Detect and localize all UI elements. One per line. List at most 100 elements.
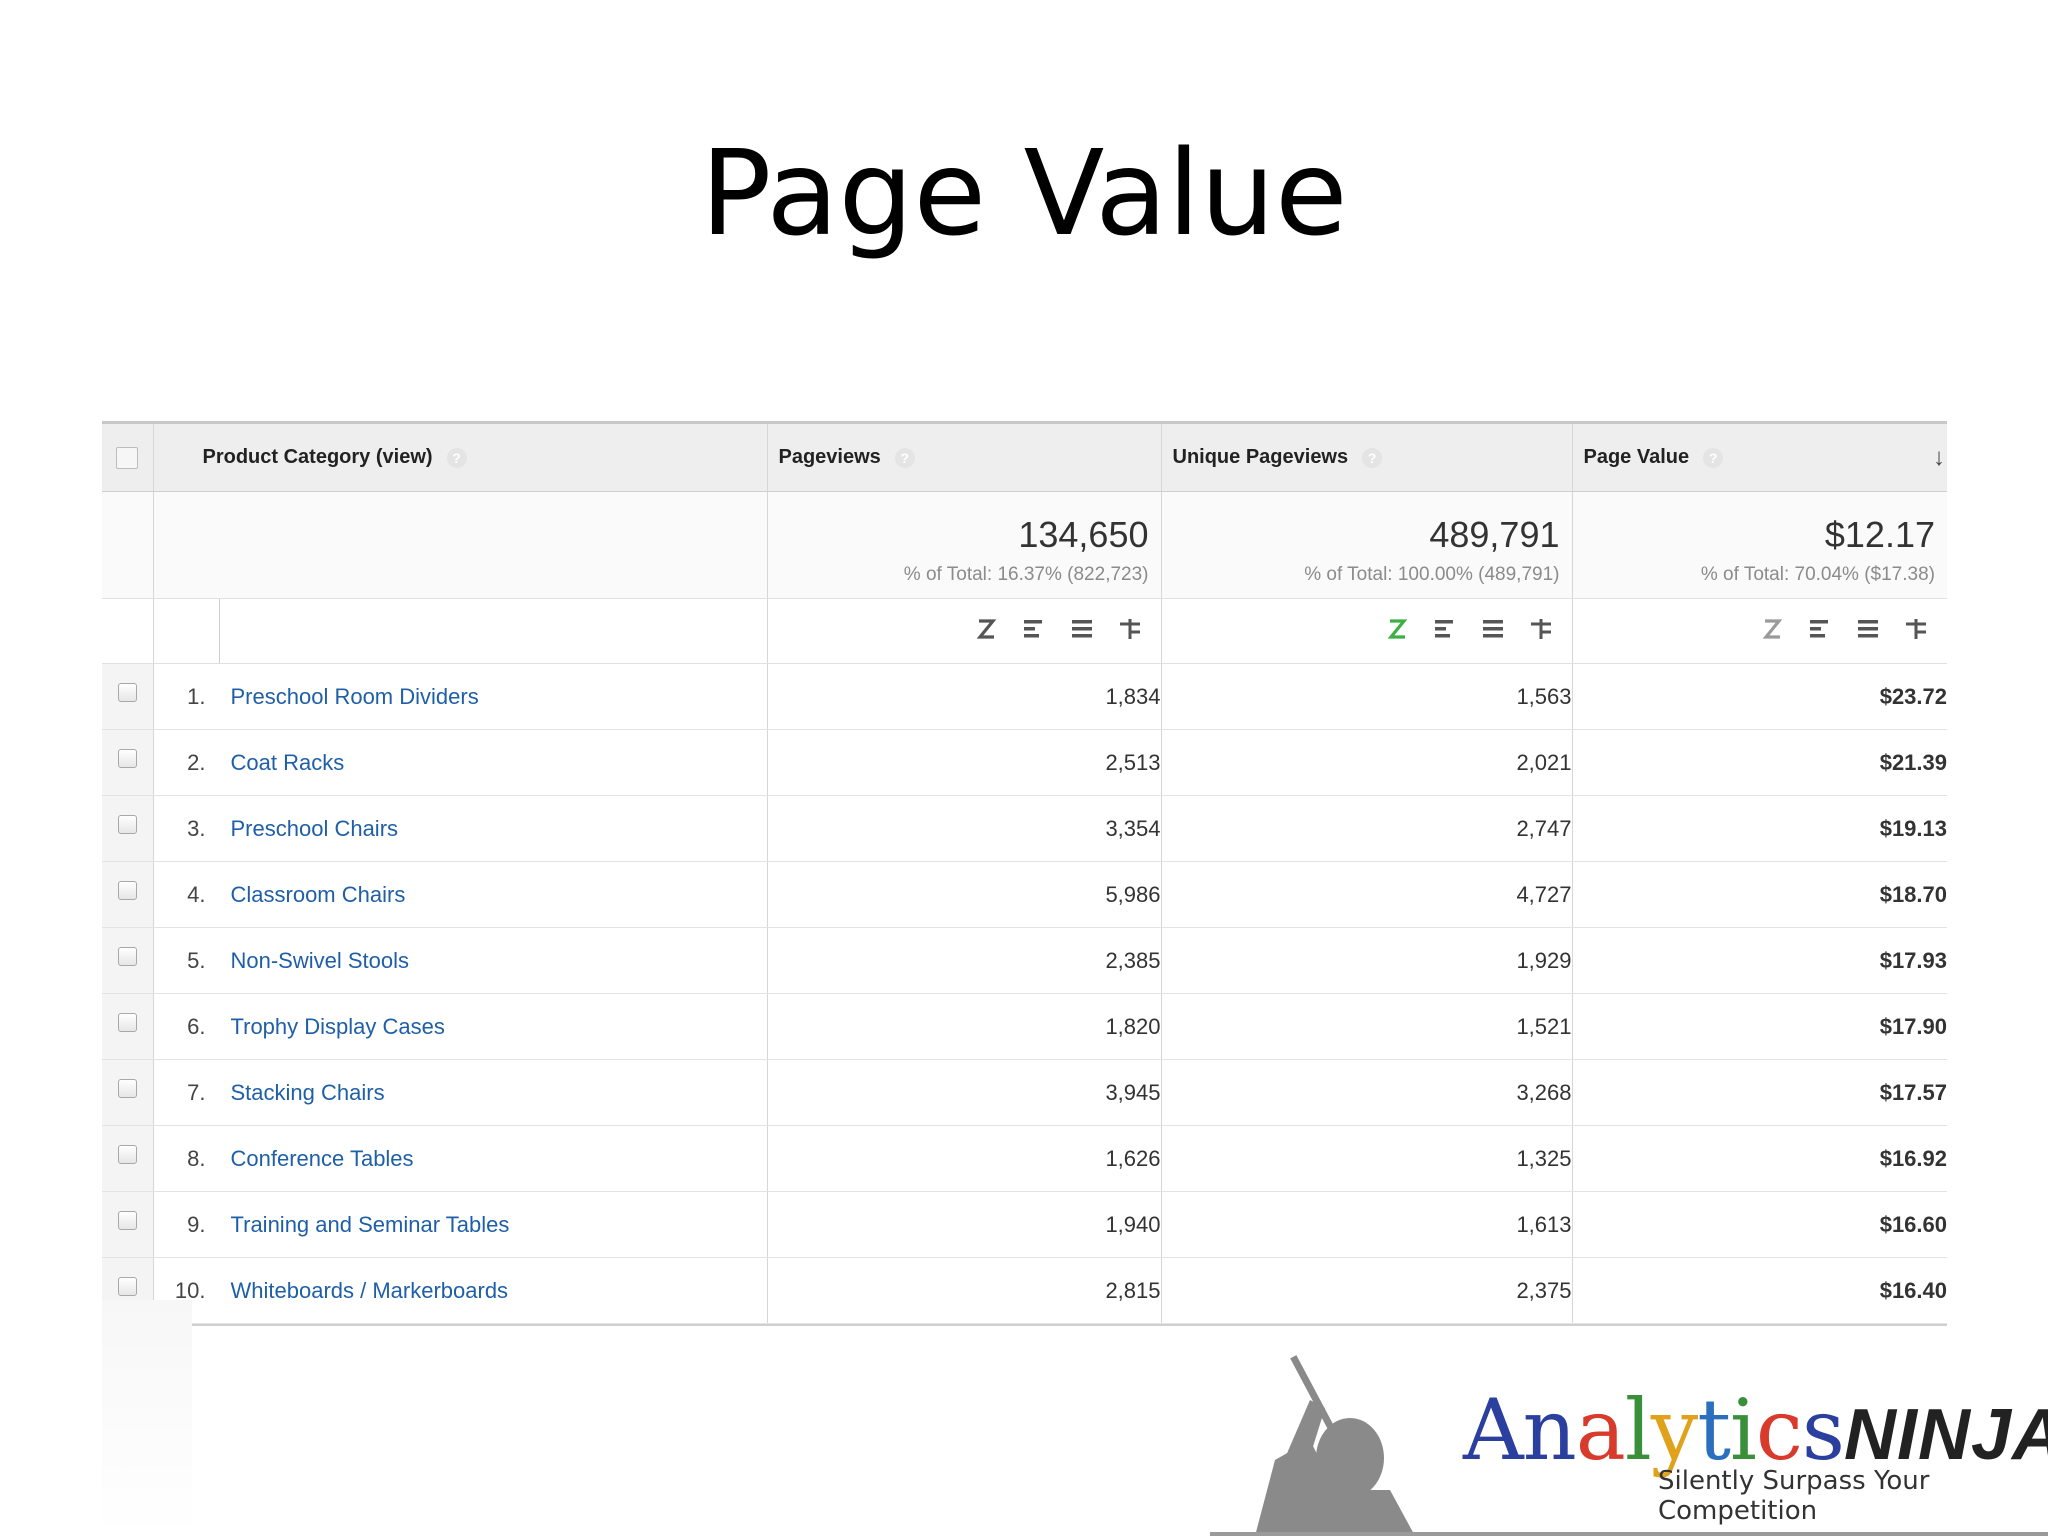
bar-chart-icon[interactable]	[1807, 616, 1833, 647]
help-icon[interactable]: ?	[1362, 447, 1383, 468]
category-link[interactable]: Classroom Chairs	[230, 881, 406, 907]
unique-pageviews-cell: 1,325	[1161, 1125, 1573, 1192]
table-row: 1. Preschool Room Dividers 1,834 1,563 $23.7…	[102, 663, 1947, 730]
row-checkbox[interactable]	[117, 815, 137, 834]
dimension-cell: 3. Preschool Chairs	[153, 795, 768, 862]
row-checkbox-cell	[102, 1125, 154, 1192]
row-rank: 10.	[174, 1277, 206, 1303]
row-rank: 1.	[187, 683, 206, 709]
table-row: 3. Preschool Chairs 3,354 2,747 $19.13	[102, 795, 1947, 862]
table-row: 7. Stacking Chairs 3,945 3,268 $17.57	[102, 1059, 1947, 1126]
pageviews-cell: 2,513	[767, 729, 1162, 796]
category-link[interactable]: Preschool Chairs	[230, 815, 399, 841]
category-link[interactable]: Preschool Room Dividers	[230, 683, 479, 709]
row-checkbox[interactable]	[117, 749, 137, 768]
select-all-checkbox[interactable]	[116, 446, 139, 469]
total-page-value-percent: % of Total: 70.04% ($17.38)	[1700, 564, 1935, 585]
row-rank: 4.	[187, 881, 206, 907]
comparison-icon[interactable]	[1759, 616, 1785, 647]
page-value-cell: $19.13	[1572, 795, 1947, 862]
category-link[interactable]: Stacking Chairs	[230, 1079, 385, 1105]
totals-spacer	[102, 491, 154, 599]
row-rank: 2.	[187, 749, 206, 775]
dimension-cell: 1. Preschool Room Dividers	[153, 663, 768, 730]
pivot-icon[interactable]	[1117, 616, 1143, 647]
help-icon[interactable]: ?	[1703, 447, 1724, 468]
performance-icon[interactable]	[1855, 616, 1881, 647]
unique-pageviews-cell: 2,375	[1161, 1257, 1573, 1324]
row-rank: 6.	[187, 1013, 206, 1039]
pageviews-cell: 3,945	[767, 1059, 1162, 1126]
comparison-icon[interactable]	[1384, 616, 1410, 647]
pageviews-cell: 2,385	[767, 927, 1162, 994]
unique-pageviews-cell: 3,268	[1161, 1059, 1573, 1126]
table-row: 4. Classroom Chairs 5,986 4,727 $18.70	[102, 861, 1947, 928]
sort-descending-icon[interactable]: ↓	[1933, 444, 1945, 471]
row-checkbox[interactable]	[117, 1277, 137, 1296]
header-unique-pageviews[interactable]: Unique Pageviews ?	[1161, 424, 1573, 492]
pivot-icon[interactable]	[1528, 616, 1554, 647]
row-checkbox-cell	[102, 663, 154, 730]
data-table: Product Category (view) ? Pageviews ? Un…	[102, 424, 1947, 1324]
table-row: 5. Non-Swivel Stools 2,385 1,929 $17.93	[102, 927, 1947, 994]
totals-dimension-spacer	[153, 491, 768, 599]
table-row: 6. Trophy Display Cases 1,820 1,521 $17.90	[102, 993, 1947, 1060]
performance-icon[interactable]	[1069, 616, 1095, 647]
row-checkbox-cell	[102, 795, 154, 862]
category-link[interactable]: Trophy Display Cases	[230, 1013, 445, 1039]
header-page-value[interactable]: Page Value ? ↓	[1572, 424, 1947, 492]
category-link[interactable]: Non-Swivel Stools	[230, 947, 410, 973]
pageviews-cell: 1,940	[767, 1191, 1162, 1258]
row-checkbox[interactable]	[117, 683, 137, 702]
total-page-value-value: $12.17	[1824, 514, 1935, 555]
viz-unique-pageviews	[1161, 598, 1573, 664]
header-pageviews[interactable]: Pageviews ?	[767, 424, 1162, 492]
row-checkbox[interactable]	[117, 881, 137, 900]
row-checkbox-cell	[102, 993, 154, 1060]
row-checkbox-cell	[102, 1059, 154, 1126]
visualization-row	[102, 598, 1947, 664]
dimension-cell: 6. Trophy Display Cases	[153, 993, 768, 1060]
ninja-silhouette-logo	[1255, 1355, 1415, 1536]
row-checkbox[interactable]	[117, 1013, 137, 1032]
totals-pageviews: 134,650 % of Total: 16.37% (822,723)	[767, 491, 1162, 599]
category-link[interactable]: Conference Tables	[230, 1145, 414, 1171]
table-row: 9. Training and Seminar Tables 1,940 1,613 $…	[102, 1191, 1947, 1258]
row-rank: 8.	[187, 1145, 206, 1171]
comparison-icon[interactable]	[973, 616, 999, 647]
unique-pageviews-cell: 1,521	[1161, 993, 1573, 1060]
help-icon[interactable]: ?	[894, 447, 915, 468]
row-checkbox[interactable]	[117, 947, 137, 966]
page-value-cell: $23.72	[1572, 663, 1947, 730]
logo-analytics-text: Analytics	[1463, 1381, 1845, 1479]
slide-title: Page Value	[700, 124, 1348, 262]
header-unique-pageviews-label: Unique Pageviews	[1172, 446, 1349, 468]
unique-pageviews-cell: 2,747	[1161, 795, 1573, 862]
row-checkbox[interactable]	[117, 1211, 137, 1230]
header-dimension[interactable]: Product Category (view) ?	[153, 424, 768, 492]
logo-tagline: Silently Surpass Your Competition	[1658, 1466, 1930, 1526]
total-pageviews-percent: % of Total: 16.37% (822,723)	[903, 564, 1149, 585]
dimension-cell: 4. Classroom Chairs	[153, 861, 768, 928]
performance-icon[interactable]	[1480, 616, 1506, 647]
bar-chart-icon[interactable]	[1021, 616, 1047, 647]
page-value-cell: $16.40	[1572, 1257, 1947, 1324]
category-link[interactable]: Whiteboards / Markerboards	[230, 1277, 509, 1303]
help-icon[interactable]: ?	[446, 447, 467, 468]
row-checkbox[interactable]	[117, 1145, 137, 1164]
bar-chart-icon[interactable]	[1432, 616, 1458, 647]
totals-row: 134,650 % of Total: 16.37% (822,723) 489…	[102, 491, 1947, 599]
category-link[interactable]: Training and Seminar Tables	[230, 1211, 510, 1237]
category-link[interactable]: Coat Racks	[230, 749, 345, 775]
row-checkbox[interactable]	[117, 1079, 137, 1098]
pageviews-cell: 1,626	[767, 1125, 1162, 1192]
unique-pageviews-cell: 1,563	[1161, 663, 1573, 730]
dimension-cell: 2. Coat Racks	[153, 729, 768, 796]
pivot-icon[interactable]	[1903, 616, 1929, 647]
table-row: 8. Conference Tables 1,626 1,325 $16.92	[102, 1125, 1947, 1192]
dimension-cell: 8. Conference Tables	[153, 1125, 768, 1192]
select-all-cell	[102, 424, 154, 492]
viz-pageviews	[767, 598, 1162, 664]
total-unique-pageviews-percent: % of Total: 100.00% (489,791)	[1304, 564, 1560, 585]
pageviews-cell: 3,354	[767, 795, 1162, 862]
